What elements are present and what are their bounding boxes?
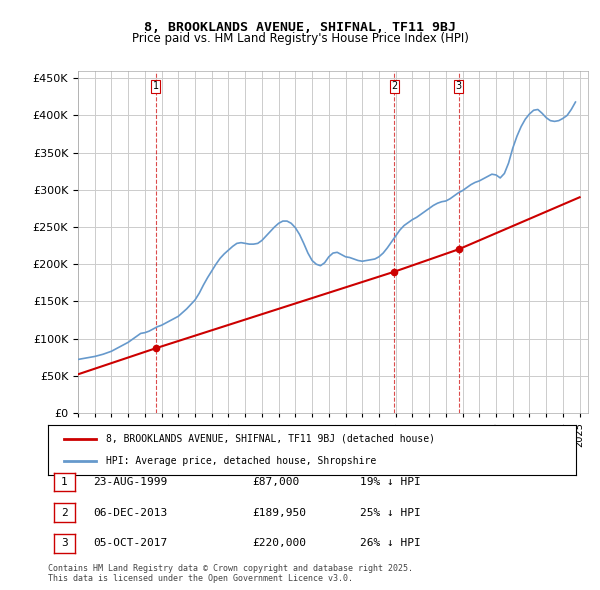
Text: Price paid vs. HM Land Registry's House Price Index (HPI): Price paid vs. HM Land Registry's House … [131,32,469,45]
Text: HPI: Average price, detached house, Shropshire: HPI: Average price, detached house, Shro… [106,456,376,466]
Point [454,245,463,254]
Text: 06-DEC-2013: 06-DEC-2013 [93,508,167,517]
Text: £87,000: £87,000 [252,477,299,487]
Text: 05-OCT-2017: 05-OCT-2017 [93,539,167,548]
Text: £189,950: £189,950 [252,508,306,517]
Text: 2: 2 [61,508,68,517]
Text: 1: 1 [61,477,68,487]
Text: 3: 3 [61,539,68,548]
Text: Contains HM Land Registry data © Crown copyright and database right 2025.
This d: Contains HM Land Registry data © Crown c… [48,563,413,583]
Point [389,267,399,276]
Text: 2: 2 [391,81,397,91]
Text: 8, BROOKLANDS AVENUE, SHIFNAL, TF11 9BJ (detached house): 8, BROOKLANDS AVENUE, SHIFNAL, TF11 9BJ … [106,434,435,444]
Text: 1: 1 [152,81,159,91]
Text: 19% ↓ HPI: 19% ↓ HPI [360,477,421,487]
Text: £220,000: £220,000 [252,539,306,548]
Text: 8, BROOKLANDS AVENUE, SHIFNAL, TF11 9BJ: 8, BROOKLANDS AVENUE, SHIFNAL, TF11 9BJ [144,21,456,34]
Text: 26% ↓ HPI: 26% ↓ HPI [360,539,421,548]
Text: 23-AUG-1999: 23-AUG-1999 [93,477,167,487]
Text: 3: 3 [455,81,461,91]
Point [151,343,160,353]
Text: 25% ↓ HPI: 25% ↓ HPI [360,508,421,517]
